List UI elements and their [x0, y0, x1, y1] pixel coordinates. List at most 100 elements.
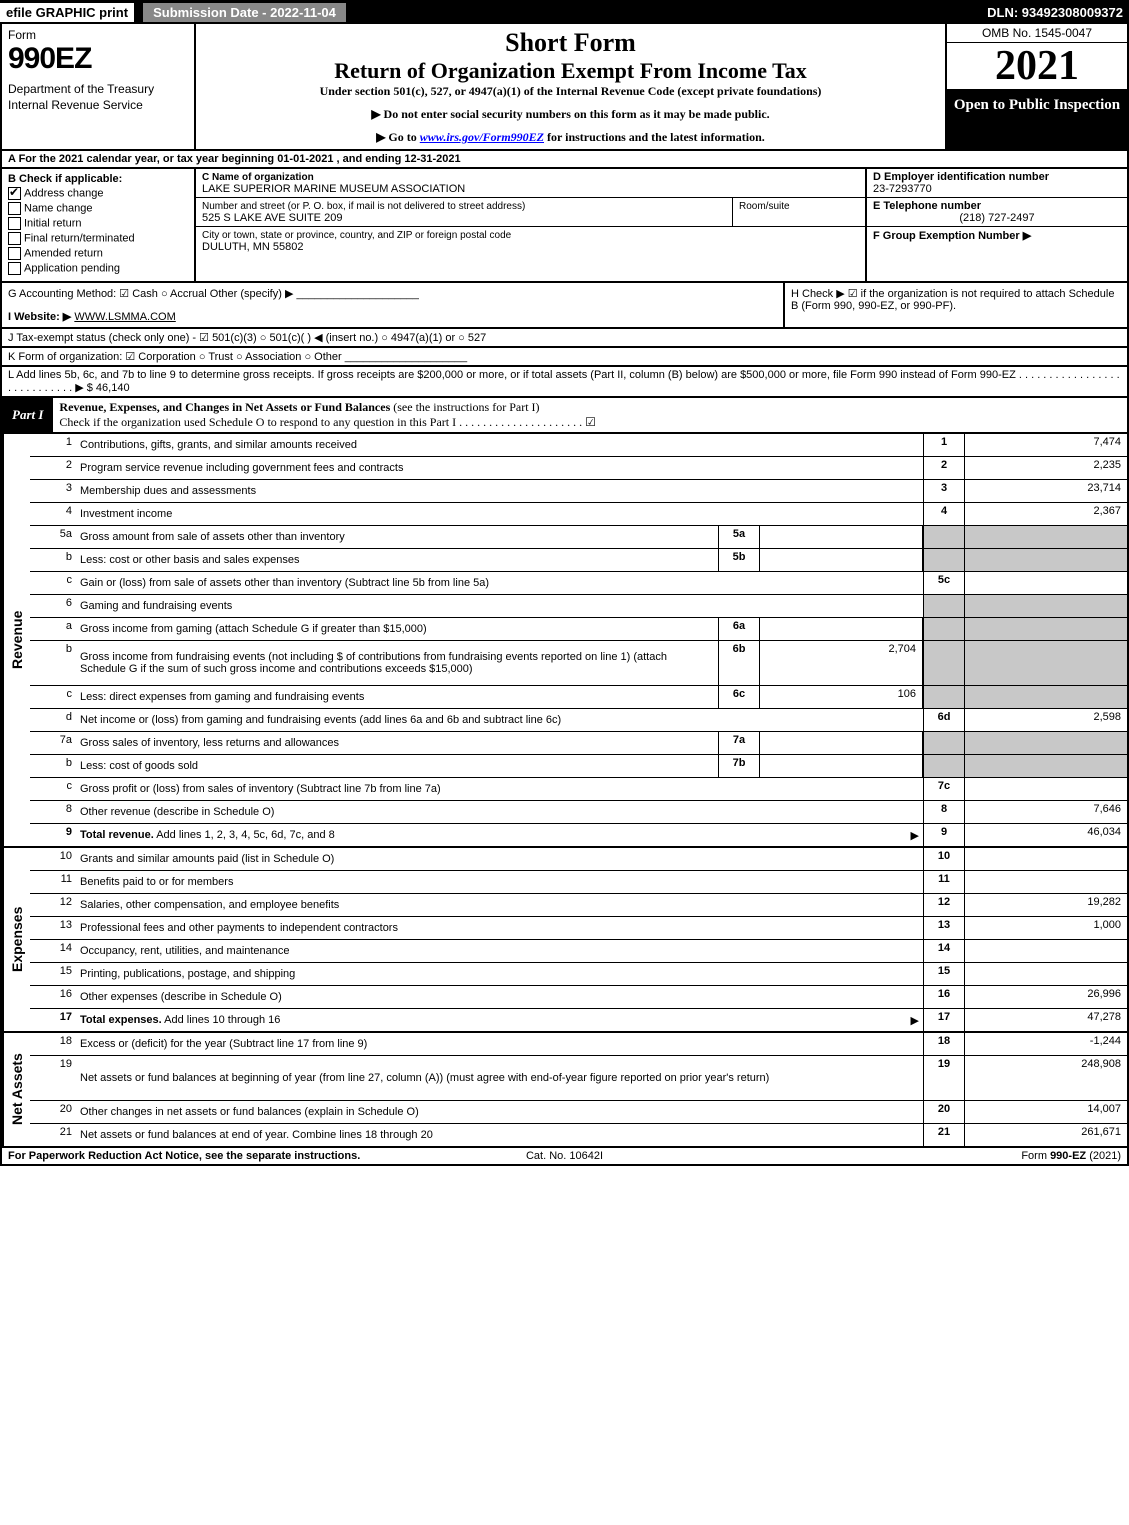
netassets-section: Net Assets 18Excess or (deficit) for the…: [0, 1033, 1129, 1148]
right-line-value: 261,671: [965, 1124, 1127, 1146]
line-row: 9Total revenue. Add lines 1, 2, 3, 4, 5c…: [30, 823, 1127, 846]
right-line-number: 3: [923, 480, 965, 502]
right-line-number: [923, 686, 965, 708]
right-line-value: [965, 778, 1127, 800]
right-line-value: [965, 940, 1127, 962]
right-line-number: 11: [923, 871, 965, 893]
group-label: F Group Exemption Number ▶: [873, 230, 1031, 242]
revenue-section: Revenue 1Contributions, gifts, grants, a…: [0, 434, 1129, 848]
checkbox-icon: [8, 232, 21, 245]
right-line-number: 15: [923, 963, 965, 985]
short-form-title: Short Form: [206, 28, 935, 58]
line-number: 15: [30, 963, 76, 985]
sub-line-value: [760, 549, 923, 571]
line-row: 13Professional fees and other payments t…: [30, 916, 1127, 939]
checkbox-item: Application pending: [8, 262, 188, 275]
right-line-number: 6d: [923, 709, 965, 731]
line-description: Grants and similar amounts paid (list in…: [76, 848, 923, 870]
checkbox-label: Application pending: [24, 262, 120, 274]
right-line-number: 20: [923, 1101, 965, 1123]
line-row: cLess: direct expenses from gaming and f…: [30, 685, 1127, 708]
irs-link[interactable]: www.irs.gov/Form990EZ: [420, 130, 544, 144]
line-number: d: [30, 709, 76, 731]
line-number: 19: [30, 1056, 76, 1100]
line-number: c: [30, 572, 76, 594]
phone-cell: E Telephone number (218) 727-2497: [867, 198, 1127, 227]
right-line-value: 19,282: [965, 894, 1127, 916]
checkbox-icon: [8, 247, 21, 260]
right-line-number: [923, 526, 965, 548]
netassets-body: 18Excess or (deficit) for the year (Subt…: [30, 1033, 1127, 1146]
right-line-value: [965, 963, 1127, 985]
ein-value: 23-7293770: [873, 183, 932, 195]
row-a: A For the 2021 calendar year, or tax yea…: [0, 151, 1129, 169]
arrow-icon: ▶: [911, 1014, 919, 1027]
note-link: ▶ Go to www.irs.gov/Form990EZ for instru…: [206, 130, 935, 145]
line-number: b: [30, 641, 76, 685]
dln-label: DLN: 93492308009372: [987, 5, 1129, 20]
revenue-vlabel: Revenue: [2, 434, 30, 846]
tax-year: 2021: [947, 43, 1127, 90]
right-line-value: 2,367: [965, 503, 1127, 525]
checkbox-item: Final return/terminated: [8, 232, 188, 245]
submission-date: Submission Date - 2022-11-04: [142, 2, 347, 23]
expenses-body: 10Grants and similar amounts paid (list …: [30, 848, 1127, 1031]
line-row: 16Other expenses (describe in Schedule O…: [30, 985, 1127, 1008]
line-description: Investment income: [76, 503, 923, 525]
sub-line-value: 106: [760, 686, 923, 708]
checkbox-icon: [8, 262, 21, 275]
accounting-method: G Accounting Method: ☑ Cash ○ Accrual Ot…: [8, 287, 777, 300]
line-number: b: [30, 755, 76, 777]
line-row: bGross income from fundraising events (n…: [30, 640, 1127, 685]
sub-line-value: 2,704: [760, 641, 923, 685]
right-line-number: [923, 755, 965, 777]
checkbox-item: Amended return: [8, 247, 188, 260]
right-line-value: [965, 686, 1127, 708]
line-row: 20Other changes in net assets or fund ba…: [30, 1100, 1127, 1123]
right-line-value: 248,908: [965, 1056, 1127, 1100]
checkbox-item: Initial return: [8, 217, 188, 230]
line-description: Less: cost of goods sold: [76, 755, 718, 777]
right-line-number: 4: [923, 503, 965, 525]
street-cell: Number and street (or P. O. box, if mail…: [196, 198, 733, 226]
line-description: Other changes in net assets or fund bala…: [76, 1101, 923, 1123]
line-description: Gain or (loss) from sale of assets other…: [76, 572, 923, 594]
sub-line-value: [760, 755, 923, 777]
row-gh: G Accounting Method: ☑ Cash ○ Accrual Ot…: [0, 283, 1129, 329]
form-subtitle: Under section 501(c), 527, or 4947(a)(1)…: [206, 84, 935, 99]
line-row: bLess: cost of goods sold7b: [30, 754, 1127, 777]
line-row: cGross profit or (loss) from sales of in…: [30, 777, 1127, 800]
sub-line-number: 7a: [718, 732, 760, 754]
part-1-title: Revenue, Expenses, and Changes in Net As…: [53, 398, 1127, 432]
line-number: 9: [30, 824, 76, 846]
right-line-value: 7,474: [965, 434, 1127, 456]
sub-line-value: [760, 526, 923, 548]
right-line-value: 1,000: [965, 917, 1127, 939]
line-number: 18: [30, 1033, 76, 1055]
expenses-section: Expenses 10Grants and similar amounts pa…: [0, 848, 1129, 1033]
right-line-number: [923, 618, 965, 640]
checkbox-item: Address change: [8, 187, 188, 200]
line-number: 7a: [30, 732, 76, 754]
line-number: a: [30, 618, 76, 640]
part-1-header: Part I Revenue, Expenses, and Changes in…: [0, 398, 1129, 434]
line-number: c: [30, 686, 76, 708]
line-number: 10: [30, 848, 76, 870]
header-left: Form 990EZ Department of the Treasury In…: [2, 24, 196, 149]
line-row: 15Printing, publications, postage, and s…: [30, 962, 1127, 985]
part-1-title-rest: (see the instructions for Part I): [390, 400, 539, 414]
department: Department of the Treasury Internal Reve…: [8, 82, 188, 113]
group-exemption-cell: F Group Exemption Number ▶: [867, 227, 1127, 244]
footer-right: Form 990-EZ (2021): [750, 1150, 1121, 1162]
line-row: aGross income from gaming (attach Schedu…: [30, 617, 1127, 640]
right-line-value: [965, 732, 1127, 754]
line-description: Net income or (loss) from gaming and fun…: [76, 709, 923, 731]
room-cell: Room/suite: [733, 198, 865, 226]
header-center: Short Form Return of Organization Exempt…: [196, 24, 945, 149]
line-description: Professional fees and other payments to …: [76, 917, 923, 939]
top-bar: efile GRAPHIC print Submission Date - 20…: [0, 0, 1129, 24]
website-label: I Website: ▶: [8, 311, 71, 323]
right-line-value: 14,007: [965, 1101, 1127, 1123]
line-description: Gaming and fundraising events: [76, 595, 923, 617]
line-number: 17: [30, 1009, 76, 1031]
